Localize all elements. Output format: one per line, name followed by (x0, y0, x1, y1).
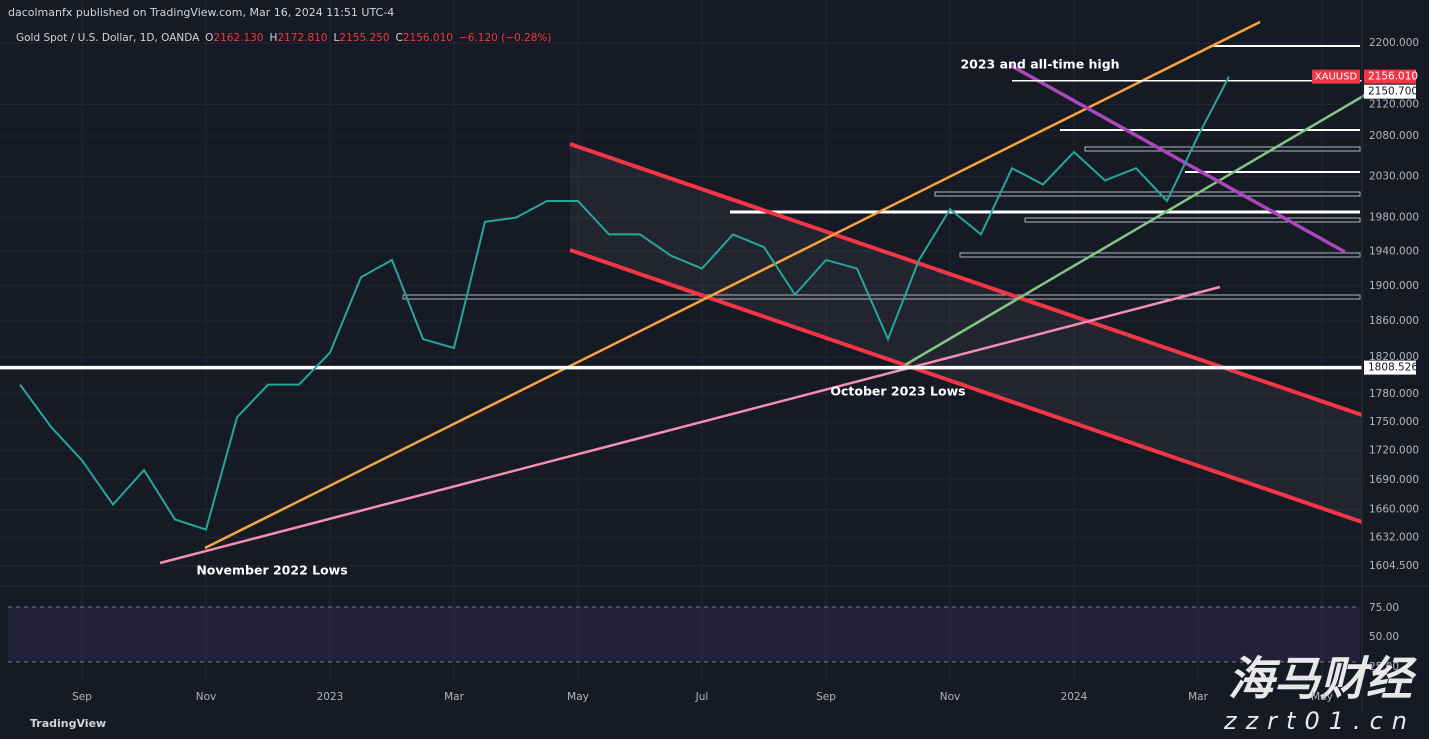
y-tick-label: 1750.000 (1369, 416, 1419, 428)
x-tick-label: Nov (940, 691, 961, 703)
publisher: dacolmanfx published on TradingView.com,… (8, 6, 394, 19)
rsi-axis-label: 25.00 (1369, 661, 1399, 673)
header-text: −6.120 (−0.28%) (459, 32, 552, 44)
y-tick-label: 1660.000 (1369, 503, 1419, 515)
y-tick-label: 1900.000 (1369, 280, 1419, 292)
x-tick-label: Mar (444, 691, 464, 703)
plot (0, 76, 1362, 531)
y-tick-label: 2120.000 (1369, 98, 1419, 110)
symbol-info: Gold Spot / U.S. Dollar, 1D, OANDA O2162.… (16, 32, 552, 44)
price-label: 1808.526 (1368, 362, 1418, 374)
y-tick-label: 1720.000 (1369, 445, 1419, 457)
level-zone (1084, 146, 1361, 152)
symbol-label: XAUUSD (1315, 72, 1358, 83)
header-text: Gold Spot / U.S. Dollar, 1D, OANDA (16, 32, 200, 44)
y-tick-label: 1820.000 (1369, 351, 1419, 363)
y-tick-label: 1980.000 (1369, 212, 1419, 224)
header-text: O (205, 32, 213, 44)
header-text: C (396, 32, 403, 44)
trendline-orange (204, 20, 1261, 550)
channel-fill (570, 144, 1362, 522)
header-text: H (270, 32, 278, 44)
x-tick-label: Nov (196, 691, 217, 703)
watermark-url: zzrt01.cn (1223, 707, 1416, 735)
last-price-box (1364, 69, 1416, 84)
y-tick-label: 1604.500 (1369, 560, 1419, 572)
x-tick-label: 2024 (1061, 691, 1088, 703)
y-tick-label: 1632.000 (1369, 532, 1419, 544)
trendline-green (904, 93, 1366, 367)
y-tick-label: 1690.000 (1369, 474, 1419, 486)
rsi-axis-label: 75.00 (1369, 602, 1399, 614)
y-tick-label: 2080.000 (1369, 130, 1419, 142)
x-tick-label: Jul (695, 691, 709, 703)
y-tick-label: 2030.000 (1369, 170, 1419, 182)
rsi-band (8, 607, 1360, 662)
price-line (19, 76, 1230, 531)
rsi-axis-label: 50.00 (1369, 631, 1399, 643)
header-text: 2172.810 (277, 32, 327, 44)
x-tick-label: Sep (816, 691, 836, 703)
last-price-label: 2156.010 (1368, 71, 1418, 83)
channel-lower (569, 248, 1363, 524)
level-zone (959, 252, 1361, 258)
grid (0, 0, 1362, 680)
annotation: 2023 and all-time high (960, 57, 1119, 72)
price-label-box (1364, 84, 1416, 99)
footer-brand: TradingView (30, 717, 106, 730)
watermark: 海马财经 (1228, 652, 1417, 706)
x-tick-label: 2023 (317, 691, 344, 703)
trendline-purple (1009, 63, 1346, 254)
annotation: November 2022 Lows (196, 563, 347, 578)
y-tick-label: 2200.000 (1369, 37, 1419, 49)
header-text: 2155.250 (339, 32, 389, 44)
header-text: 2162.130 (213, 32, 263, 44)
y-tick-label: 1860.000 (1369, 315, 1419, 327)
symbol-label-box (1312, 69, 1360, 84)
price-label-box (1364, 360, 1416, 375)
annotation: October 2023 Lows (830, 384, 965, 399)
channel-upper (569, 142, 1363, 417)
level-zone (1024, 217, 1361, 223)
level-zone (402, 294, 1361, 300)
y-tick-label: 1940.000 (1369, 245, 1419, 257)
x-tick-label: Sep (72, 691, 92, 703)
support-lines (402, 45, 1361, 300)
header-text: 2156.010 (403, 32, 453, 44)
price-label: 2150.700 (1368, 86, 1418, 98)
header-text: L (334, 32, 340, 44)
x-tick-label: Mar (1188, 691, 1208, 703)
trendline-pink (159, 285, 1221, 565)
level-zone (934, 191, 1361, 197)
x-tick-label: May (567, 691, 589, 703)
x-tick-label: May (1311, 691, 1333, 703)
y-tick-label: 1780.000 (1369, 388, 1419, 400)
